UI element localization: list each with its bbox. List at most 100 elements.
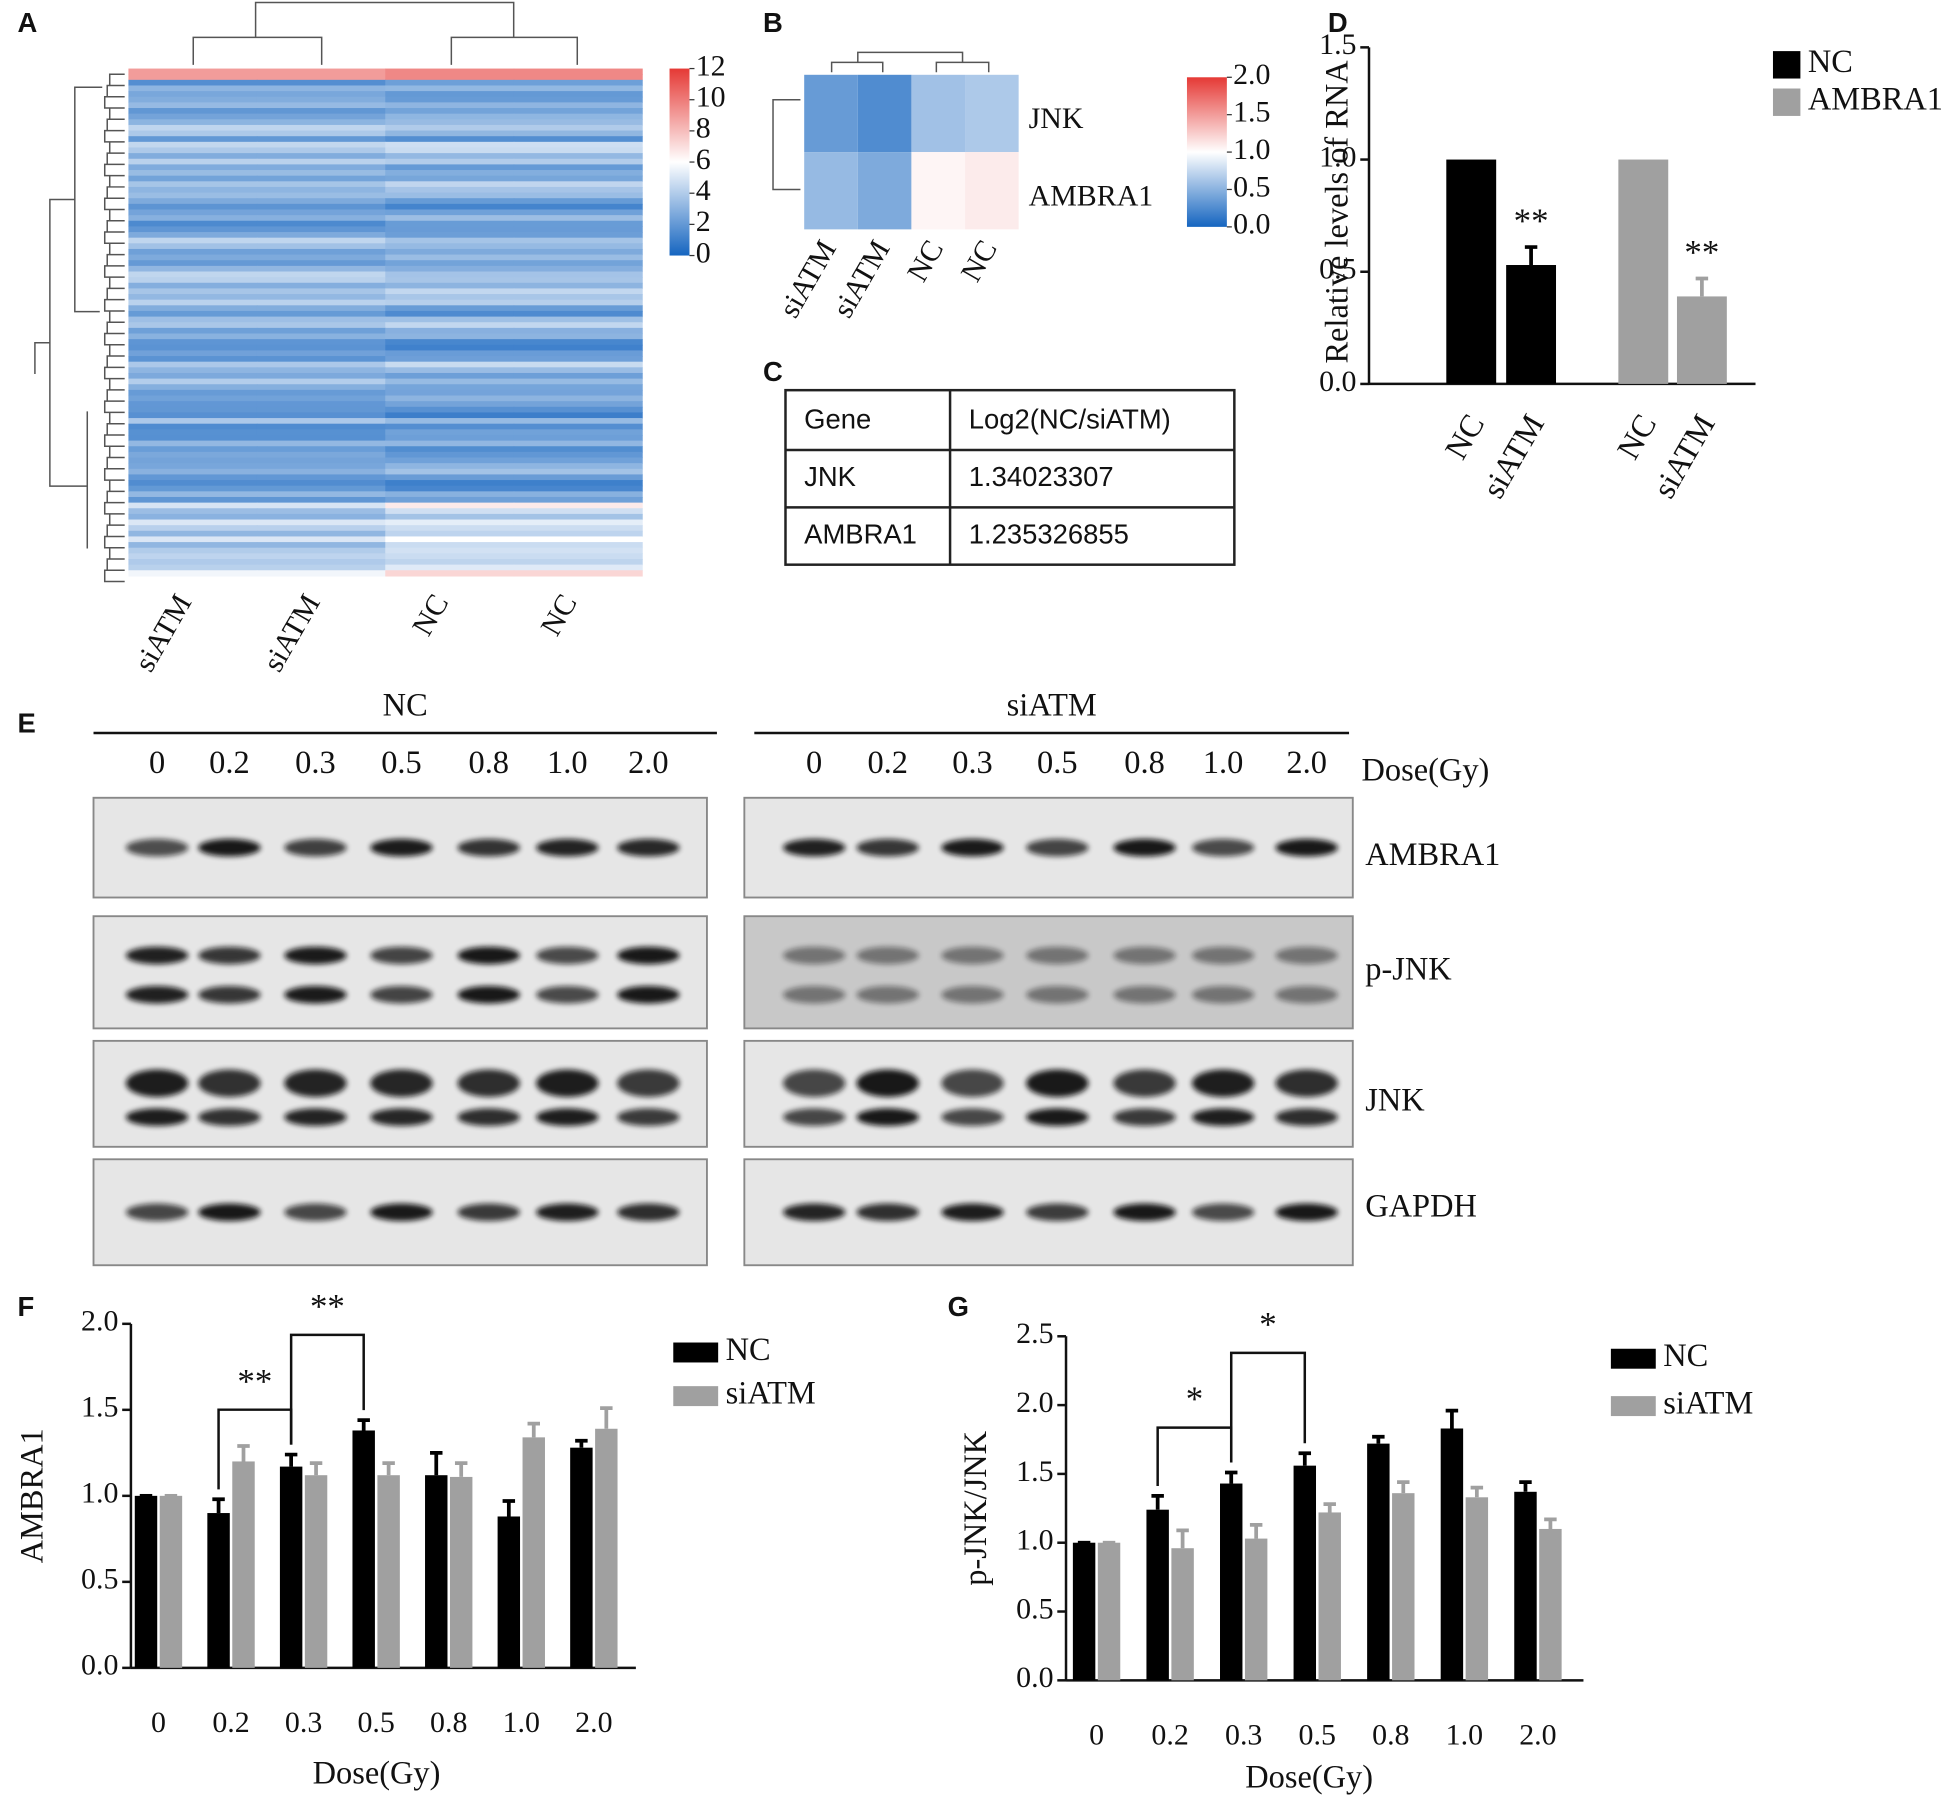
heatmap-cell bbox=[128, 68, 258, 75]
heatmap-cell bbox=[256, 299, 386, 306]
y-tick-label: 2.0 bbox=[81, 1305, 118, 1338]
dose-label: 2.0 bbox=[628, 745, 669, 781]
dose-label: 1.0 bbox=[547, 745, 588, 781]
bar bbox=[449, 1476, 473, 1668]
heatmap-cell bbox=[385, 378, 515, 385]
panel-label: A bbox=[17, 7, 37, 38]
colorbar-tick-label: 0 bbox=[696, 236, 711, 269]
blot-band bbox=[1026, 1108, 1089, 1126]
blot-band bbox=[856, 838, 919, 857]
blot-band bbox=[457, 946, 520, 965]
heatmap-cell bbox=[513, 406, 643, 414]
heatmap-cell bbox=[857, 74, 912, 153]
heatmap-cell bbox=[256, 220, 386, 228]
heatmap-cell bbox=[128, 451, 258, 459]
heatmap-cell bbox=[385, 294, 515, 301]
heatmap-cell bbox=[128, 79, 258, 87]
heatmap-cell bbox=[256, 277, 386, 284]
legend-swatch bbox=[1772, 88, 1801, 116]
heatmap-cell bbox=[128, 226, 258, 233]
heatmap-cell bbox=[385, 401, 515, 408]
x-tick-label: 0.5 bbox=[357, 1706, 394, 1739]
blot-band bbox=[536, 1069, 599, 1097]
table-cell: 1.34023307 bbox=[969, 461, 1114, 492]
heatmap-cell bbox=[385, 96, 515, 104]
dose-label: 0.2 bbox=[867, 745, 908, 781]
heatmap-cell bbox=[385, 502, 515, 509]
bar bbox=[1072, 1542, 1096, 1681]
y-tick-label: 1.0 bbox=[81, 1477, 118, 1510]
heatmap-cell bbox=[513, 485, 643, 492]
y-tick-label: 0.0 bbox=[1319, 365, 1356, 398]
blot-band bbox=[370, 838, 433, 857]
heatmap-cell bbox=[513, 558, 643, 566]
heatmap-cell bbox=[128, 536, 258, 543]
heatmap-cell bbox=[128, 260, 258, 267]
heatmap-cell bbox=[128, 440, 258, 447]
bar bbox=[207, 1513, 230, 1668]
heatmap-cell bbox=[256, 367, 386, 374]
heatmap-cell bbox=[385, 305, 515, 312]
heatmap-cell bbox=[256, 553, 386, 560]
heatmap-cell bbox=[128, 170, 258, 177]
heatmap-cell bbox=[385, 299, 515, 306]
heatmap-cell bbox=[513, 68, 643, 75]
heatmap-cell bbox=[513, 513, 643, 521]
heatmap-cell bbox=[256, 124, 386, 132]
heatmap-cell bbox=[128, 378, 258, 385]
heatmap-cell bbox=[513, 327, 643, 335]
heatmap-cell bbox=[128, 310, 258, 318]
y-tick-label: 0.5 bbox=[1319, 253, 1356, 286]
error-bar bbox=[1249, 1522, 1263, 1539]
heatmap-cell bbox=[513, 299, 643, 306]
colorbar-tick-label: 0.0 bbox=[1233, 208, 1270, 241]
heatmap-cell bbox=[128, 299, 258, 306]
x-tick-label: 0.8 bbox=[1372, 1719, 1409, 1752]
blot-band bbox=[1275, 986, 1338, 1004]
heatmap-cell bbox=[385, 553, 515, 560]
heatmap-cell bbox=[385, 277, 515, 284]
heatmap-cell bbox=[513, 372, 643, 380]
heatmap-cell bbox=[385, 367, 515, 374]
error-bar bbox=[1445, 1408, 1459, 1429]
heatmap-cell bbox=[911, 152, 966, 230]
heatmap-cell bbox=[128, 124, 258, 132]
heatmap-cell bbox=[513, 423, 643, 430]
heatmap-cell bbox=[256, 254, 386, 261]
heatmap-cell bbox=[385, 508, 515, 515]
heatmap-cell bbox=[513, 322, 643, 329]
heatmap-cell bbox=[385, 536, 515, 543]
y-tick-label: 0.5 bbox=[1016, 1592, 1053, 1625]
heatmap-cell bbox=[256, 237, 386, 244]
error-bar bbox=[454, 1461, 468, 1477]
legend-swatch bbox=[1610, 1348, 1656, 1369]
blot-band bbox=[370, 986, 433, 1004]
heatmap-cell bbox=[513, 79, 643, 87]
bar bbox=[134, 1495, 158, 1668]
bar bbox=[1171, 1548, 1194, 1681]
heatmap-cell bbox=[256, 79, 386, 87]
heatmap-cell bbox=[385, 91, 515, 98]
y-tick-label: 1.5 bbox=[1319, 28, 1356, 61]
blot-band bbox=[198, 1203, 261, 1221]
x-tick-label: 0 bbox=[1089, 1719, 1104, 1752]
heatmap-cell bbox=[128, 339, 258, 346]
heatmap-cell bbox=[385, 372, 515, 380]
heatmap-cell bbox=[128, 468, 258, 476]
bar bbox=[1367, 1443, 1390, 1681]
dose-label: 0 bbox=[806, 745, 822, 781]
heatmap-cell bbox=[513, 418, 643, 425]
heatmap-cell bbox=[256, 198, 386, 205]
heatmap-cell bbox=[256, 344, 386, 352]
heatmap-cell bbox=[385, 558, 515, 566]
heatmap-cell bbox=[385, 220, 515, 228]
heatmap-cell bbox=[128, 485, 258, 492]
row-label: AMBRA1 bbox=[1029, 179, 1154, 212]
colorbar-tick-label: 10 bbox=[696, 81, 726, 114]
legend-label: NC bbox=[726, 1332, 771, 1368]
blot-band bbox=[457, 838, 520, 857]
heatmap-cell bbox=[128, 186, 258, 194]
row-label: JNK bbox=[1029, 102, 1084, 135]
heatmap-cell bbox=[513, 198, 643, 205]
blot-band bbox=[617, 1069, 680, 1097]
